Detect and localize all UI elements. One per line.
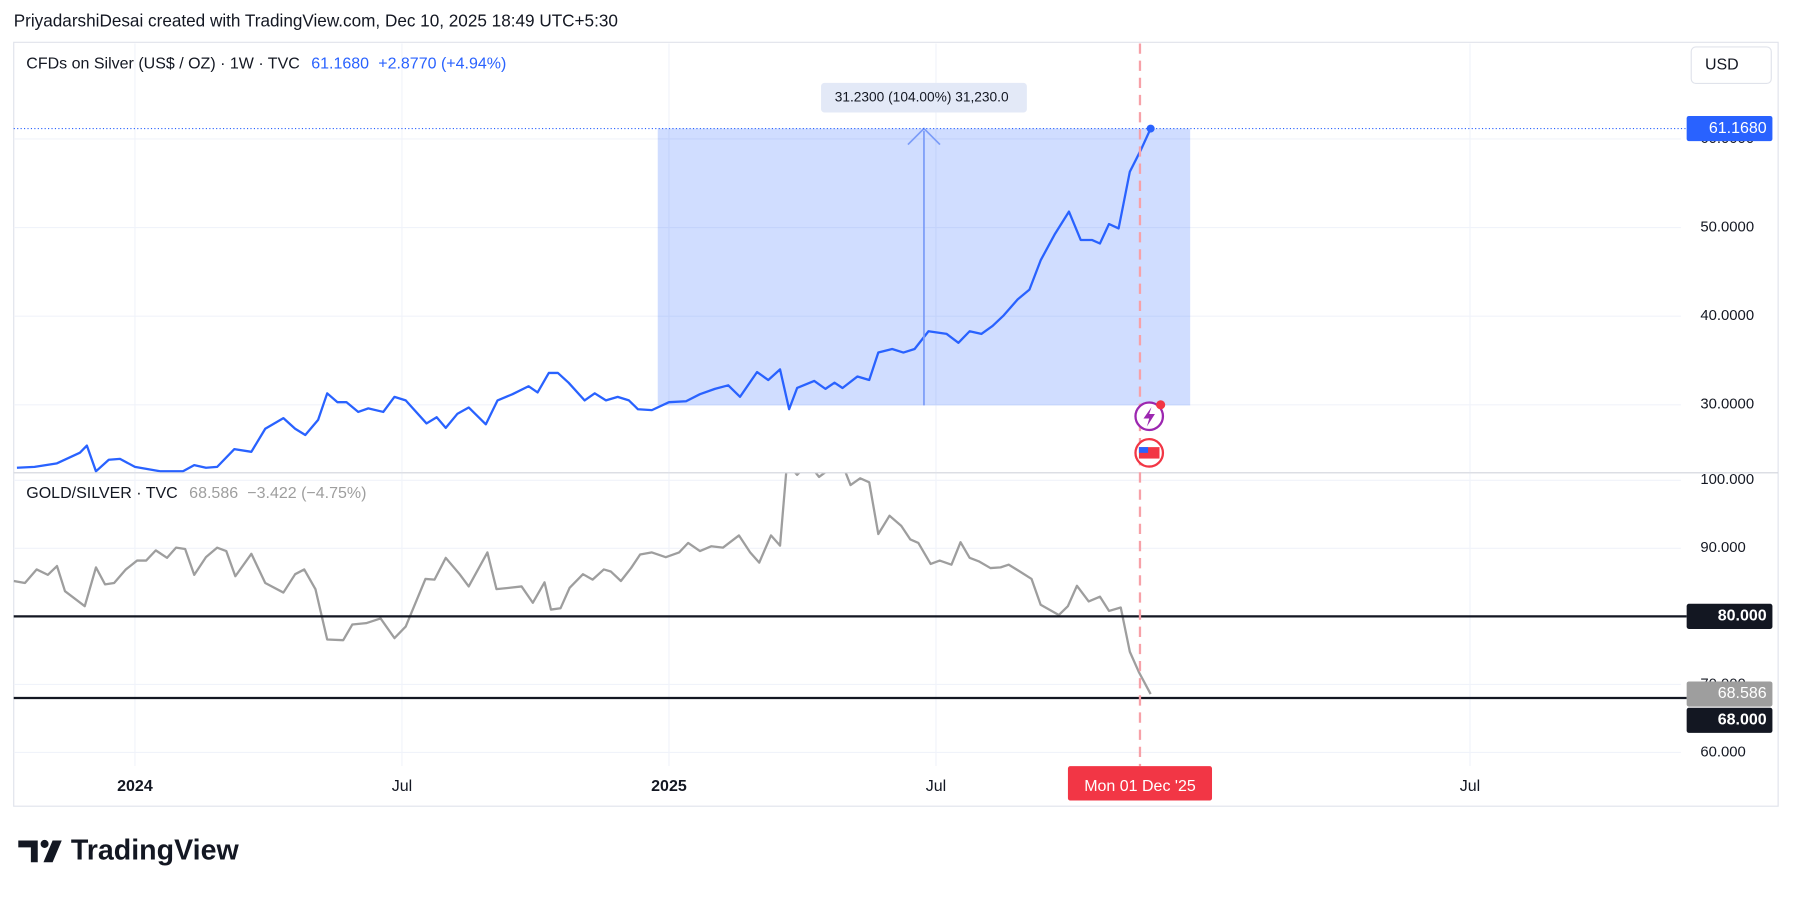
y-tick-label: 50.0000 [1700,219,1754,235]
legend-change: −3.422 (−4.75%) [247,485,366,502]
series-line [16,128,1152,473]
logo: TradingView [18,834,239,866]
line-badge [1686,707,1773,733]
logo-mark [18,840,38,863]
badge-dot [1156,400,1166,410]
legend-change: +2.8770 (+4.94%) [378,55,506,72]
line-badge-label: 68.000 [1718,712,1767,729]
y-tick-label: 30.0000 [1700,397,1754,413]
price-badge [1686,681,1773,707]
flag-canton [1138,447,1149,453]
logo-text: TradingView [71,834,240,866]
event-icons [1134,400,1166,468]
chart-frame [13,41,1779,807]
button-label[interactable]: USD [1705,56,1739,73]
series-line [13,473,1152,695]
pane: 60.00070.00080.00090.000100.0002024Jul20… [13,472,1773,795]
x-tick-label: Jul [392,778,412,795]
price-badge-label: 68.586 [1718,685,1767,702]
y-tick-label: 40.0000 [1700,308,1754,324]
last-point [1146,124,1155,133]
line-badge [1686,603,1773,629]
y-tick-label: 90.000 [1700,540,1745,556]
legend-name: GOLD/SILVER · TVC [26,485,177,502]
x-tick-label: Jul [1460,778,1480,795]
x-tick-label: Jul [926,778,946,795]
price-badge-label: 61.1680 [1709,120,1767,137]
range-label: 31.2300 (104.00%) 31,230.0 [835,89,1009,104]
range-arrowhead [907,127,941,146]
x-tick-label: 2025 [651,778,687,795]
line-badge-label: 80.000 [1718,608,1767,625]
legend-name: CFDs on Silver (US$ / OZ) · 1W · TVC [26,55,300,72]
caption: PriyadarshiDesai created with TradingVie… [14,10,618,30]
logo-mark [43,840,62,863]
legend-last: 68.586 [189,485,238,502]
bolt [1143,407,1155,427]
crosshair-badge [1067,766,1213,801]
pane-plot [13,473,1681,767]
crosshair-label: Mon 01 Dec '25 [1084,778,1196,795]
x-tick-label: 2024 [117,778,153,795]
currency-button[interactable]: USD [1690,46,1772,85]
legend-last: 61.1680 [311,55,369,72]
pane-plot [13,43,1681,473]
y-tick-label: 100.000 [1700,472,1754,488]
price-badge [1686,115,1773,142]
range-label-box [821,82,1027,113]
y-tick-label: 60.000 [1700,744,1745,760]
button-box[interactable] [1690,46,1772,85]
flag [1138,447,1160,459]
logo-mark [40,839,49,848]
